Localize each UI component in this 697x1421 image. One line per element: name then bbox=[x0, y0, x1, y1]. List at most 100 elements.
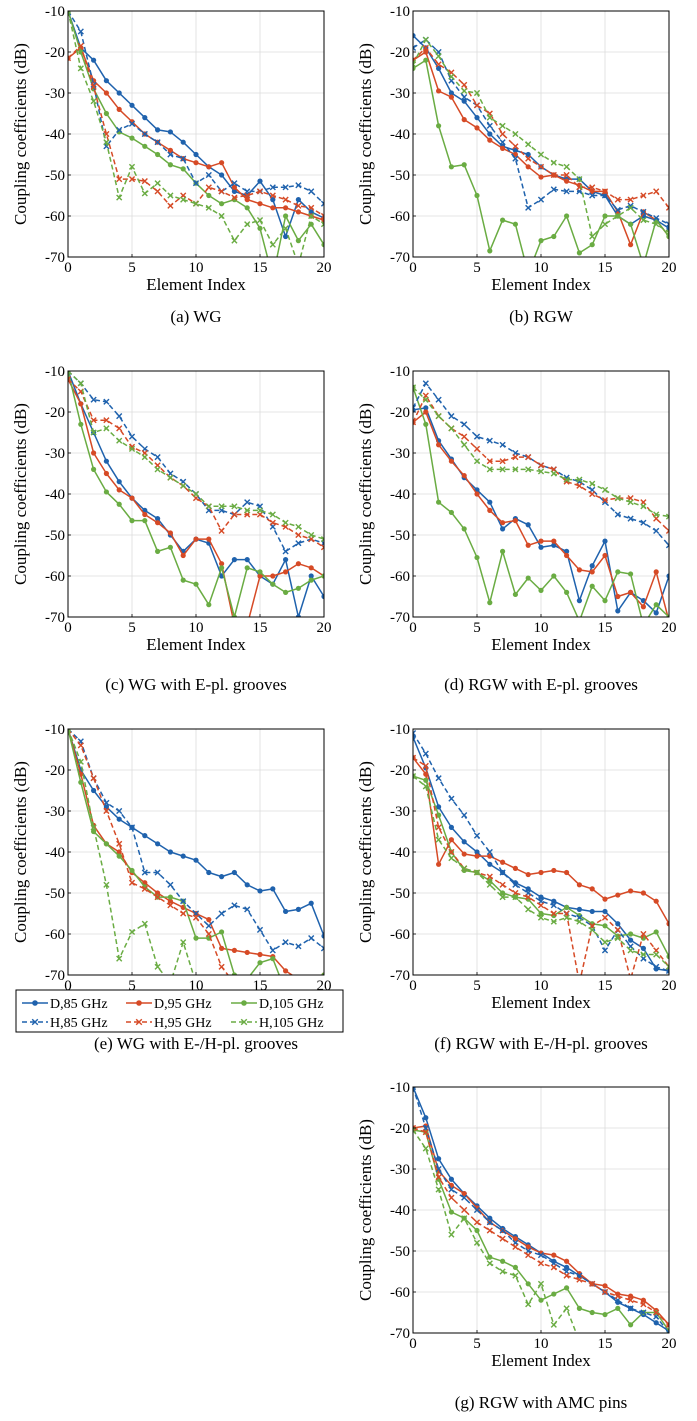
data-point bbox=[614, 495, 621, 502]
data-point bbox=[116, 176, 123, 183]
data-point bbox=[474, 853, 480, 859]
data-point bbox=[461, 526, 467, 532]
data-point bbox=[413, 44, 417, 51]
data-point bbox=[563, 1305, 570, 1312]
x-tick-label: 0 bbox=[64, 260, 72, 276]
data-point bbox=[141, 869, 148, 876]
data-point bbox=[141, 454, 148, 461]
data-point bbox=[103, 78, 109, 84]
data-point bbox=[448, 73, 455, 80]
series-line bbox=[413, 732, 669, 972]
data-point bbox=[576, 476, 583, 483]
data-point bbox=[295, 614, 301, 617]
data-point bbox=[219, 201, 225, 207]
panel-caption: (d) RGW with E-pl. grooves bbox=[444, 675, 638, 694]
x-tick-label: 5 bbox=[128, 978, 136, 994]
data-point bbox=[116, 437, 123, 444]
data-point bbox=[308, 188, 315, 195]
data-point bbox=[193, 935, 199, 941]
data-point bbox=[461, 865, 468, 872]
data-point bbox=[231, 184, 237, 190]
x-tick-label: 5 bbox=[473, 620, 481, 636]
data-point bbox=[550, 918, 557, 925]
data-point bbox=[142, 833, 148, 839]
data-point bbox=[320, 212, 324, 220]
data-point bbox=[154, 869, 161, 876]
plot-area bbox=[413, 380, 669, 617]
data-point bbox=[77, 28, 84, 35]
y-tick-label: -10 bbox=[45, 4, 65, 20]
data-point bbox=[614, 1293, 621, 1300]
series-d-105-ghz bbox=[413, 384, 669, 617]
data-point bbox=[461, 851, 467, 857]
data-point bbox=[614, 206, 621, 213]
data-point bbox=[205, 184, 212, 191]
data-point bbox=[180, 482, 187, 489]
data-point bbox=[282, 519, 289, 526]
y-tick-label: -30 bbox=[390, 1162, 410, 1178]
data-point bbox=[461, 1191, 467, 1197]
legend-marker bbox=[136, 1000, 142, 1006]
series-d-95-ghz bbox=[68, 376, 324, 628]
data-point bbox=[615, 892, 621, 898]
data-point bbox=[448, 1231, 455, 1238]
data-point bbox=[320, 536, 324, 543]
data-point bbox=[308, 209, 314, 215]
data-point bbox=[320, 544, 324, 551]
series-h-85-ghz bbox=[68, 729, 324, 954]
legend-marker bbox=[31, 1018, 39, 1026]
data-point bbox=[538, 869, 544, 876]
chart-panel-a: 0 5 10 15 20 -10 -20 -30 -40 -50 -60 -70 Element Ind… bbox=[11, 4, 332, 326]
legend-item: H,95 GHz bbox=[126, 1016, 212, 1031]
data-point bbox=[103, 90, 109, 96]
data-point bbox=[448, 1186, 455, 1193]
data-point bbox=[435, 824, 442, 831]
data-point bbox=[269, 192, 276, 199]
data-point bbox=[448, 94, 454, 100]
data-point bbox=[487, 248, 493, 254]
series-line bbox=[413, 382, 669, 546]
x-axis-label: Element Index bbox=[491, 635, 591, 654]
chart-panel-f: 0 5 10 15 20 -10 -20 -30 -40 -50 -60 -70 Element Ind… bbox=[356, 722, 677, 1053]
x-tick-label: 0 bbox=[64, 978, 72, 994]
series-h-105-ghz bbox=[413, 1126, 620, 1352]
data-point bbox=[525, 1252, 532, 1259]
data-point bbox=[602, 598, 608, 604]
data-point bbox=[473, 458, 481, 465]
data-point bbox=[601, 486, 609, 493]
data-point bbox=[423, 421, 429, 427]
legend-label: H,95 GHz bbox=[154, 1016, 212, 1031]
data-point bbox=[270, 573, 276, 579]
series-h-105-ghz bbox=[413, 384, 669, 520]
data-point bbox=[308, 212, 315, 220]
data-point bbox=[78, 49, 84, 55]
x-tick-label: 20 bbox=[317, 260, 332, 276]
data-point bbox=[576, 567, 583, 573]
data-point bbox=[563, 171, 570, 179]
data-point bbox=[257, 960, 263, 966]
data-point bbox=[564, 1264, 570, 1270]
data-point bbox=[448, 164, 454, 170]
data-point bbox=[422, 750, 429, 757]
data-point bbox=[218, 188, 225, 195]
data-point bbox=[486, 466, 493, 473]
data-point bbox=[525, 575, 531, 581]
data-point bbox=[627, 1305, 634, 1312]
data-point bbox=[245, 623, 250, 628]
data-point bbox=[512, 518, 519, 524]
data-point bbox=[551, 538, 557, 544]
data-point bbox=[512, 466, 519, 473]
data-point bbox=[218, 910, 225, 917]
data-point bbox=[423, 409, 429, 415]
data-point bbox=[154, 466, 161, 473]
y-tick-label: -60 bbox=[390, 927, 410, 943]
data-point bbox=[461, 87, 468, 95]
y-tick-label: -50 bbox=[390, 168, 410, 184]
y-tick-label: -20 bbox=[390, 1121, 410, 1137]
data-point bbox=[436, 123, 442, 129]
data-point bbox=[413, 33, 416, 39]
plot-area bbox=[413, 730, 669, 975]
series-line bbox=[68, 371, 324, 553]
data-point bbox=[499, 1227, 506, 1234]
data-point bbox=[615, 1347, 620, 1352]
